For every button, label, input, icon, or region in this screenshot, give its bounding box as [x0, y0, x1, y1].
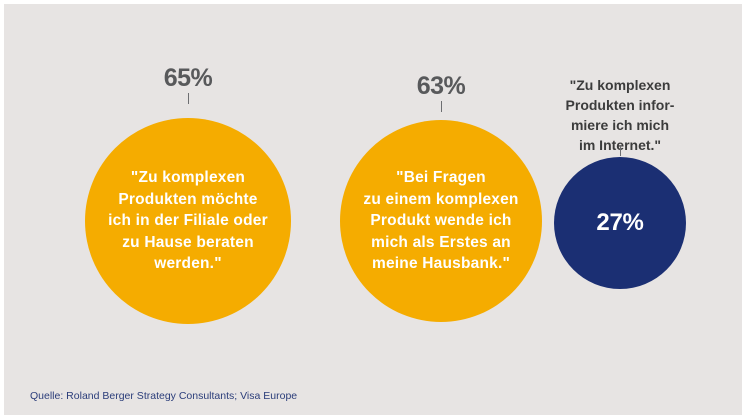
bubble-2-connector [441, 101, 442, 112]
bubble-2: "Bei Fragen zu einem komplexen Produkt w… [339, 119, 543, 323]
bubble-1: "Zu komplexen Produkten möchte ich in de… [85, 118, 291, 324]
source-note: Quelle: Roland Berger Strategy Consultan… [30, 390, 298, 402]
bubble-1-percent-label: 65% [163, 64, 213, 92]
bubble-3-quote: "Zu komplexen Produkten infor- miere ich… [565, 77, 675, 153]
bubble-3-percent-label: 27% [596, 208, 644, 236]
bubble-2-percent-label: 63% [416, 72, 466, 100]
bubble-3: 27% [553, 156, 687, 290]
bubble-1-quote: "Zu komplexen Produkten möchte ich in de… [108, 169, 268, 273]
bubble-1-connector [188, 93, 189, 104]
bubble-2-quote: "Bei Fragen zu einem komplexen Produkt w… [363, 169, 519, 273]
bubble-3-connector [620, 144, 621, 156]
